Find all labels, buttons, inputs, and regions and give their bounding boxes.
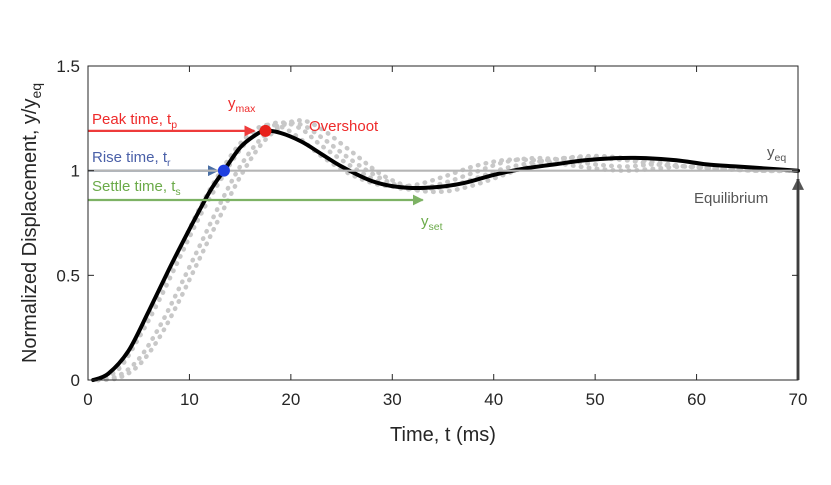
series-response: [91, 128, 800, 382]
equilibrium-label: Equilibrium: [694, 190, 768, 207]
series-trial-4: [95, 118, 801, 383]
ticks: 0 10 20 30 40 50 60 70 0 0.5 1 1.5: [56, 57, 807, 409]
x-tick-label: 0: [83, 390, 92, 409]
x-tick-label: 30: [383, 390, 402, 409]
peak-point: [259, 124, 272, 137]
y-axis-title: Normalized Displacement, y/yeq: [19, 83, 44, 363]
markers: [217, 124, 272, 177]
x-tick-label: 60: [687, 390, 706, 409]
y-eq-label: yeq: [767, 144, 786, 164]
y-tick-label: 0.5: [56, 266, 80, 285]
x-tick-label: 50: [586, 390, 605, 409]
series-layer: [91, 118, 801, 383]
x-tick-label: 40: [484, 390, 503, 409]
settle-time-label: Settle time, ts: [92, 178, 181, 198]
x-axis-title: Time, t (ms): [390, 424, 496, 446]
overshoot-label: Overshoot: [309, 118, 379, 135]
peak-time-label: Peak time, tp: [92, 111, 177, 131]
series-trial-2: [95, 120, 801, 383]
rise-time-label: Rise time, tr: [92, 149, 171, 169]
x-tick-label: 10: [180, 390, 199, 409]
plot-frame: [87, 65, 799, 381]
y-tick-label: 1.5: [56, 57, 80, 76]
y-max-label: ymax: [228, 95, 256, 115]
rise-point: [217, 164, 230, 177]
y-set-label: yset: [421, 213, 443, 233]
x-tick-label: 70: [789, 390, 808, 409]
x-tick-label: 20: [281, 390, 300, 409]
y-tick-label: 1: [71, 162, 80, 181]
y-tick-label: 0: [71, 371, 80, 390]
